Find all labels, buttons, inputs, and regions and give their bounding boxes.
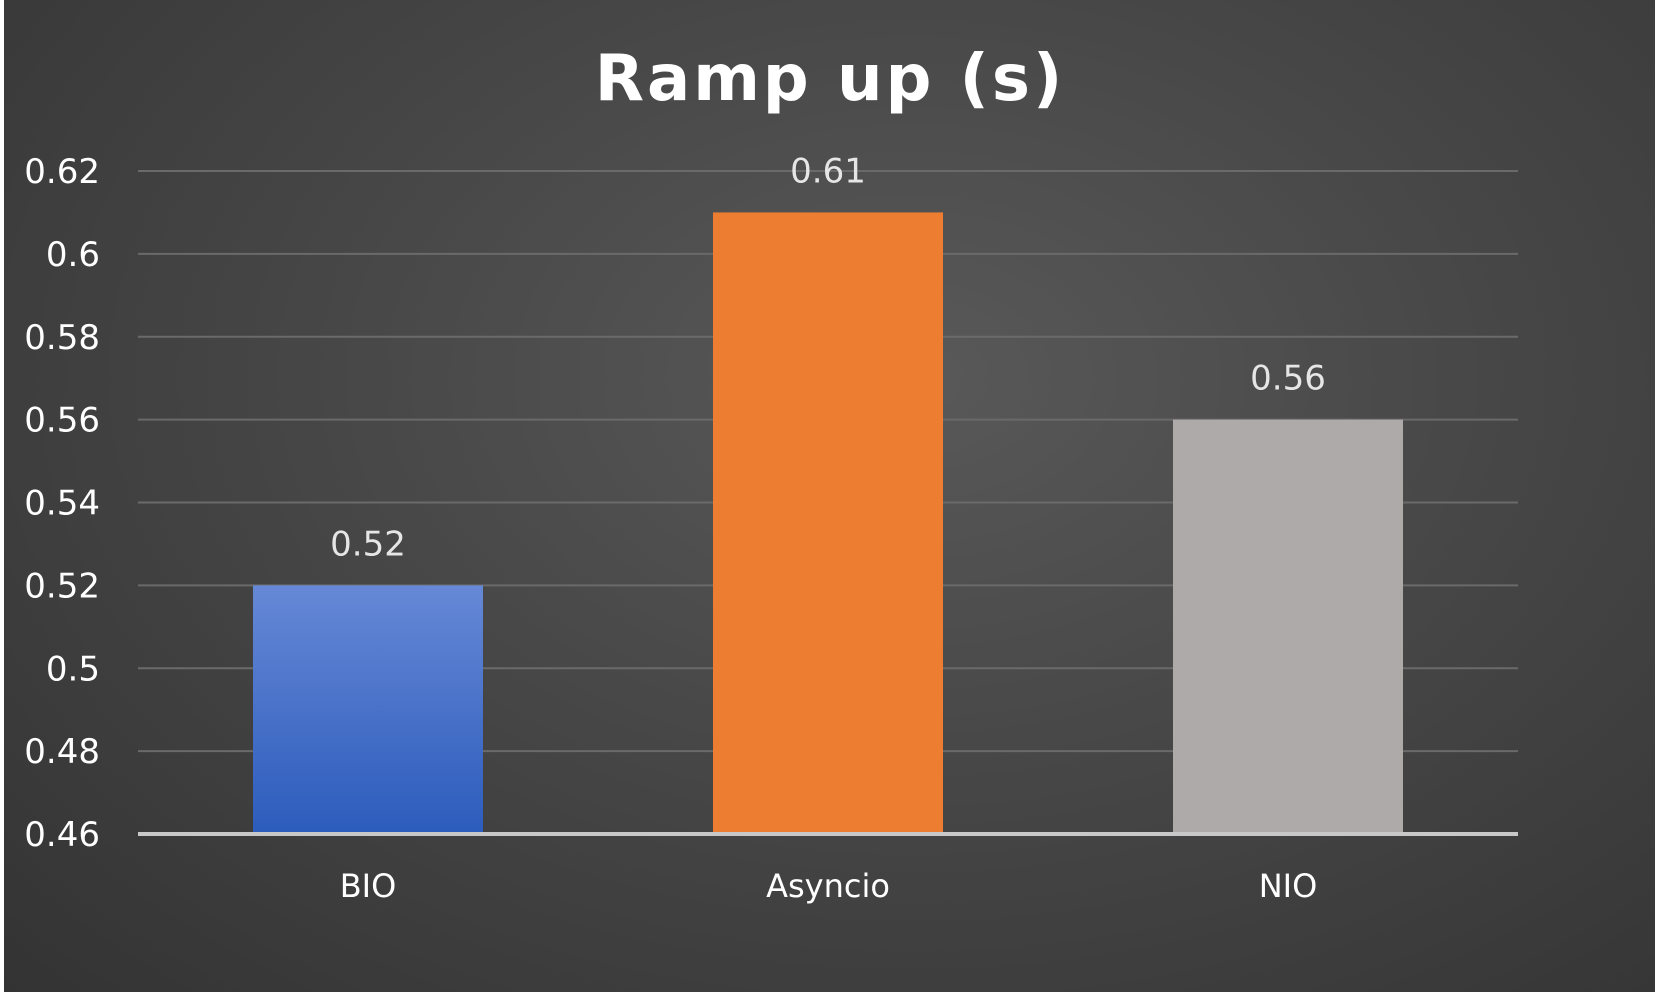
bar-bio [253,585,483,834]
chart-title: Ramp up (s) [595,42,1066,116]
bars [253,212,1403,834]
y-tick-label: 0.46 [24,815,100,855]
y-axis: 0.46 0.48 0.5 0.52 0.54 0.56 0.58 0.6 0.62 [24,152,100,855]
y-tick-label: 0.54 [24,484,100,524]
data-label: 0.61 [790,151,866,191]
bar-nio [1173,419,1403,834]
data-label: 0.52 [330,524,406,564]
y-tick-label: 0.5 [46,649,100,689]
data-labels: 0.52 0.61 0.56 [330,151,1326,564]
x-axis: BIO Asyncio NIO [138,832,1518,905]
y-tick-label: 0.52 [24,566,100,606]
x-tick-label: NIO [1259,867,1318,905]
y-tick-label: 0.62 [24,152,100,192]
data-label: 0.56 [1250,359,1326,399]
y-tick-label: 0.56 [24,401,100,441]
bar-asyncio [713,212,943,834]
x-tick-label: BIO [340,867,397,905]
y-tick-label: 0.48 [24,732,100,772]
y-tick-label: 0.58 [24,318,100,358]
y-tick-label: 0.6 [46,235,100,275]
x-tick-label: Asyncio [766,867,890,905]
